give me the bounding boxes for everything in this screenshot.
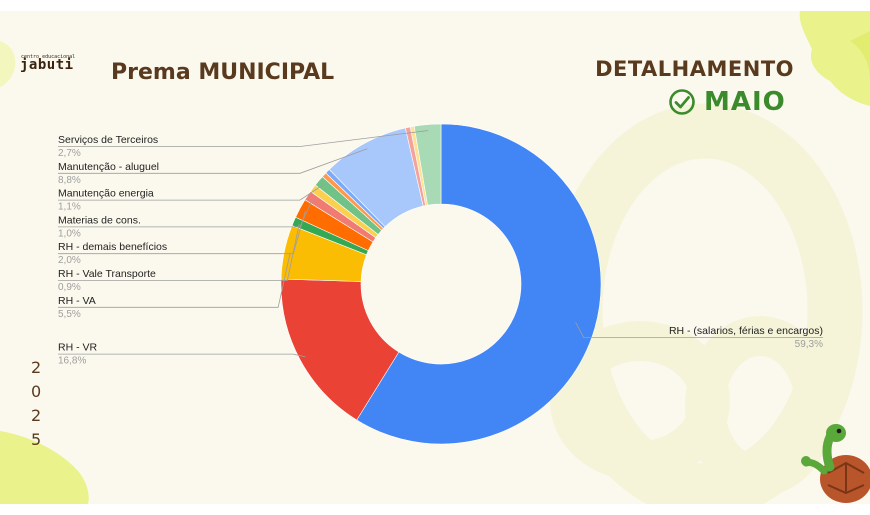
check-circle-icon	[669, 89, 695, 115]
page-title: Prema MUNICIPAL	[111, 60, 335, 85]
slice-percent: 2,7%	[58, 148, 81, 159]
left-blob	[0, 41, 16, 87]
leader-line	[58, 130, 429, 147]
top-right-blob	[799, 11, 870, 106]
slice-label: RH - Vale Transporte	[58, 268, 156, 280]
slice-label: Materias de cons.	[58, 214, 141, 226]
slice-label: Manutenção energia	[58, 188, 154, 200]
slice-percent: 8,8%	[58, 175, 81, 186]
brand-tagline: centro educacional	[21, 54, 76, 60]
month-row: MAIO	[668, 87, 786, 117]
leader-line	[575, 322, 823, 338]
year-digit: 5	[31, 430, 42, 449]
leader-line	[58, 223, 300, 281]
slice-percent: 16,8%	[58, 356, 86, 367]
pie-slice	[413, 123, 442, 206]
slice-label: RH - VA	[58, 295, 96, 307]
slice-percent: 1,0%	[58, 228, 81, 239]
slice-label: RH - VR	[58, 342, 98, 354]
leader-line	[58, 252, 291, 308]
slice-label: RH - demais benefícios	[58, 241, 167, 253]
slice-label: Serviços de Terceiros	[58, 134, 158, 146]
slice-percent: 59,3%	[795, 339, 823, 350]
turtle-mascot	[801, 424, 870, 503]
slide-canvas: centro educacional jabuti Prema MUNICIPA…	[0, 11, 870, 504]
year-digit: 2	[31, 406, 42, 425]
slice-percent: 5,5%	[58, 309, 81, 320]
leader-line	[58, 184, 324, 201]
leader-line	[58, 353, 306, 358]
brand-logo: jabuti	[20, 57, 74, 73]
pie-slice	[356, 123, 602, 445]
leader-line	[58, 198, 314, 228]
slice-label: RH - (salarios, férias e encargos)	[669, 325, 823, 337]
slice-percent: 2,0%	[58, 255, 81, 266]
leader-line	[58, 148, 368, 174]
bottom-left-blob	[0, 431, 89, 504]
year-digit: 2	[31, 358, 42, 377]
top-right-blob-lobe	[850, 31, 870, 81]
slice-label: Manutenção - aluguel	[58, 161, 159, 173]
slice-percent: 0,9%	[58, 282, 81, 293]
pie-chart: Serviços de Terceiros 2,7% Manutenção - al…	[58, 123, 823, 445]
detail-heading: DETALHAMENTO	[595, 57, 794, 81]
year-digit: 0	[31, 382, 42, 401]
slice-percent: 1,1%	[58, 202, 81, 213]
month-label: MAIO	[704, 87, 786, 117]
